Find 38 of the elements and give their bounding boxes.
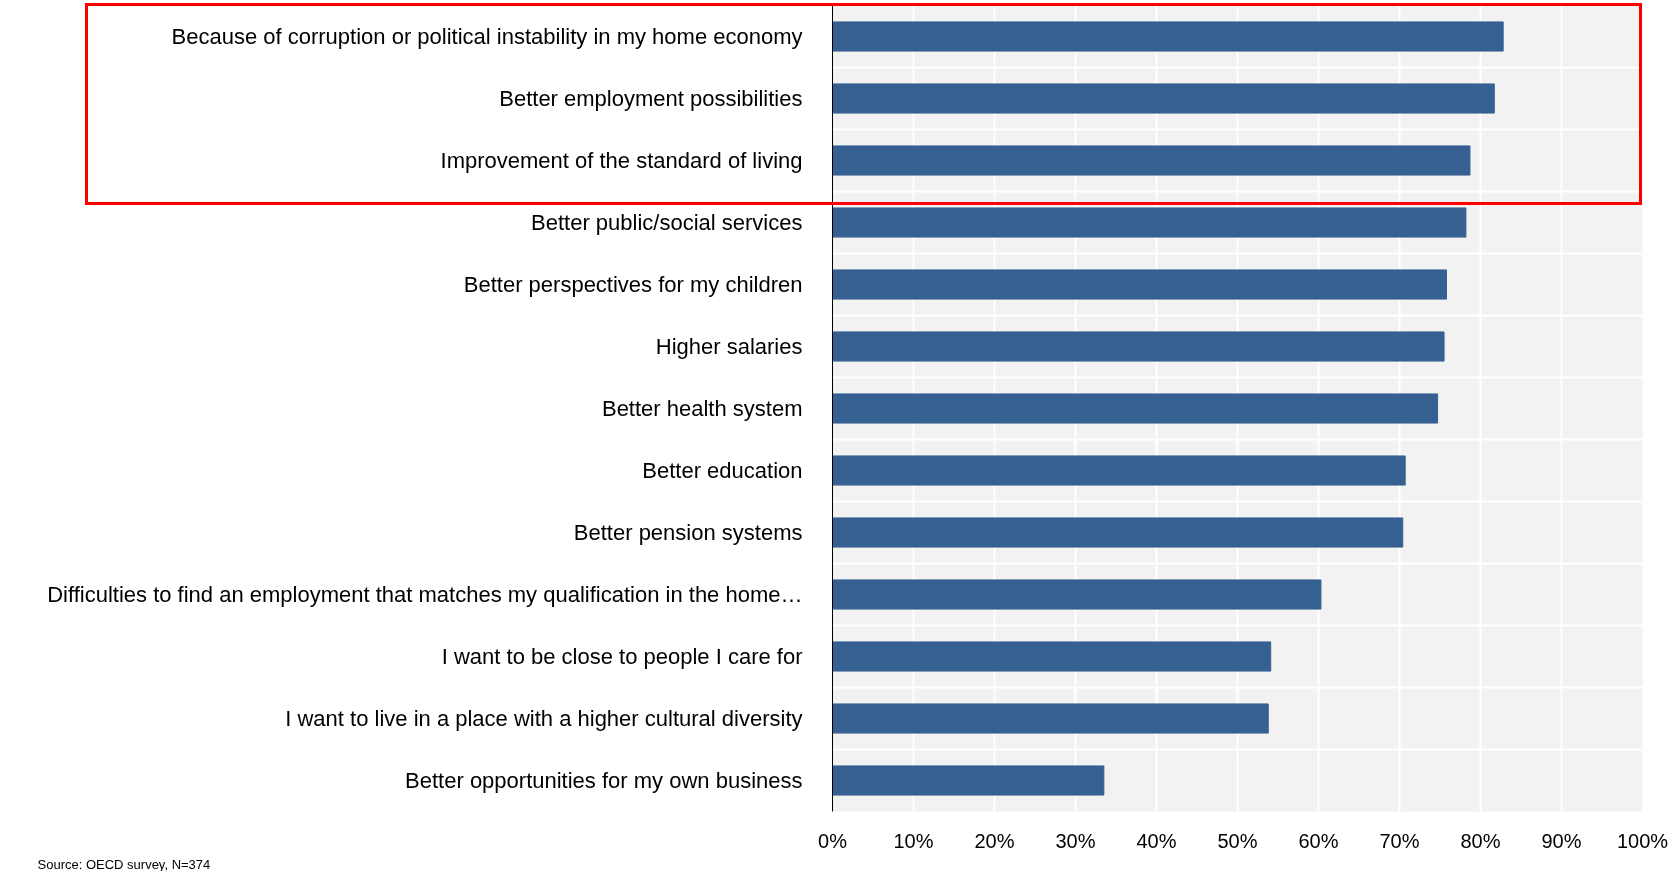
- x-tick-label: 0%: [818, 829, 848, 852]
- y-tick-label: Higher salaries: [655, 334, 803, 359]
- bar: [832, 393, 1439, 424]
- bar: [832, 455, 1406, 486]
- y-tick-label: Better employment possibilities: [499, 86, 803, 111]
- x-tick-label: 10%: [893, 829, 934, 852]
- bar: [832, 579, 1322, 610]
- bar: [832, 21, 1504, 52]
- y-tick-label: Difficulties to find an employment that matches my qualification in the home…: [47, 582, 803, 607]
- y-tick-label: I want to be close to people I care for: [441, 644, 803, 669]
- y-tick-label: Improvement of the standard of living: [440, 148, 803, 173]
- y-tick-label: Better education: [642, 458, 803, 483]
- x-tick-label: 30%: [1055, 829, 1096, 852]
- bar: [832, 269, 1447, 300]
- bar: [832, 207, 1467, 238]
- x-tick-label: 40%: [1136, 829, 1177, 852]
- y-tick-label: Better pension systems: [573, 520, 803, 545]
- x-tick-label: 90%: [1541, 829, 1582, 852]
- y-tick-label: Better health system: [601, 396, 803, 421]
- bar: [832, 641, 1272, 672]
- bar: [832, 517, 1404, 548]
- y-tick-label: I want to live in a place with a higher cultural diversity: [285, 706, 803, 731]
- x-tick-label: 80%: [1460, 829, 1501, 852]
- x-tick-label: 50%: [1217, 829, 1258, 852]
- y-tick-label: Better perspectives for my children: [463, 272, 803, 297]
- x-tick-label: 20%: [974, 829, 1015, 852]
- x-tick-label: 100%: [1616, 829, 1669, 852]
- bar: [832, 145, 1471, 176]
- bar: [832, 765, 1105, 796]
- x-tick-label: 70%: [1379, 829, 1420, 852]
- bar: [832, 331, 1445, 362]
- source-note: Source: OECD survey, N=374: [37, 856, 211, 871]
- y-tick-label: Better opportunities for my own business: [405, 768, 803, 793]
- bar: [832, 83, 1495, 114]
- x-tick-label: 60%: [1298, 829, 1339, 852]
- bar: [832, 703, 1269, 734]
- y-tick-label: Because of corruption or political instability in my home economy: [171, 24, 803, 49]
- y-tick-label: Better public/social services: [531, 210, 803, 235]
